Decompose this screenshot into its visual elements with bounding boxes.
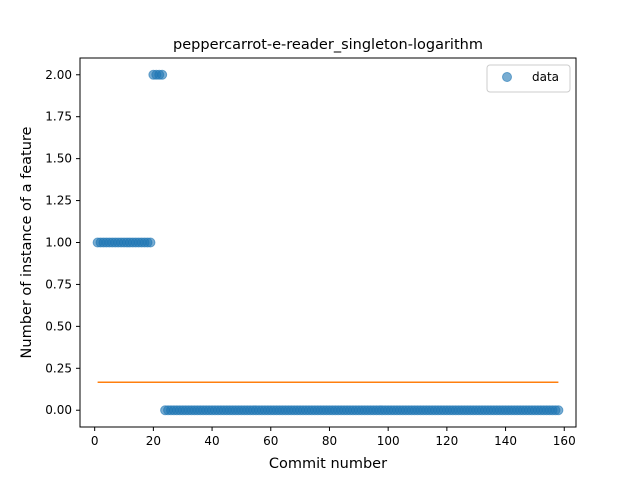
x-tick-label: 20 (146, 434, 161, 448)
y-tick-label: 0.50 (45, 319, 72, 333)
legend: data (486, 64, 571, 93)
chart-title: peppercarrot-e-reader_singleton-logarith… (173, 37, 483, 53)
x-tick-label: 80 (322, 434, 337, 448)
data-point (157, 69, 168, 80)
legend-marker-data (502, 72, 512, 82)
x-tick-label: 40 (204, 434, 219, 448)
x-tick-label: 60 (263, 434, 278, 448)
data-point (553, 405, 564, 416)
y-tick-label: 1.50 (45, 152, 72, 166)
data-point (145, 237, 156, 248)
x-tick-label: 160 (553, 434, 576, 448)
y-tick-label: 0.00 (45, 403, 72, 417)
x-axis-label: Commit number (269, 456, 387, 472)
x-axis: 0 20 40 60 80 100 120 140 160 (91, 427, 576, 448)
x-tick-label: 120 (435, 434, 458, 448)
y-tick-label: 0.75 (45, 277, 72, 291)
y-tick-label: 1.25 (45, 194, 72, 208)
plot-frame (79, 57, 577, 428)
y-tick-label: 0.25 (45, 361, 72, 375)
x-tick-label: 0 (91, 434, 99, 448)
series-layer (92, 69, 564, 416)
y-axis: 0.00 0.25 0.50 0.75 1.00 1.25 1.50 1.75 2.00 (45, 68, 80, 417)
y-tick-label: 1.75 (45, 110, 72, 124)
y-tick-label: 2.00 (45, 68, 72, 82)
x-tick-label: 100 (377, 434, 400, 448)
x-tick-label: 140 (494, 434, 517, 448)
y-tick-label: 1.00 (45, 236, 72, 250)
y-axis-label: Number of instance of a feature (19, 126, 35, 358)
legend-box (486, 64, 571, 93)
legend-label-data: data (532, 70, 559, 84)
